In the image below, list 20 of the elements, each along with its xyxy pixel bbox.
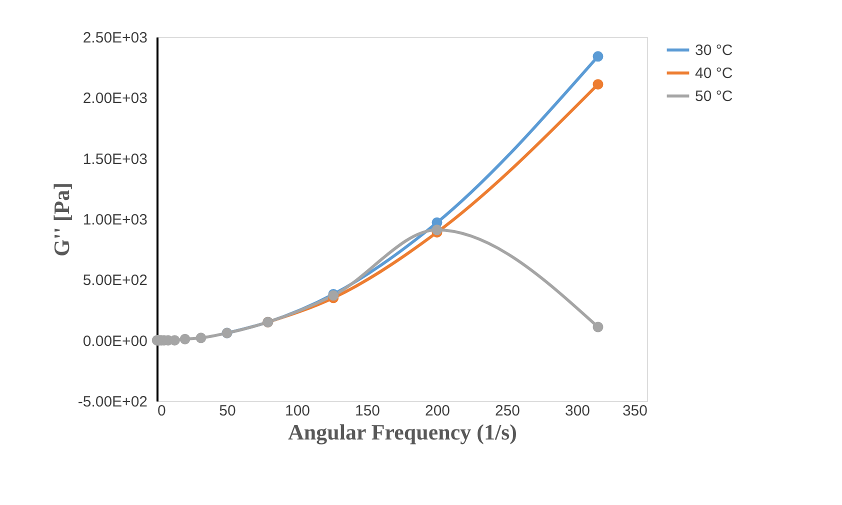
x-tick-label: 150 — [354, 402, 380, 420]
y-tick-label: -5.00E+02 — [78, 394, 148, 410]
x-tick-label: 350 — [622, 402, 648, 420]
y-tick-label: 1.50E+03 — [82, 150, 148, 168]
y-tick-label: 5.00E+02 — [82, 272, 148, 290]
x-tick-label: 200 — [424, 402, 450, 420]
x-axis-title: Angular Frequency (1/s) — [288, 420, 517, 444]
legend-label: 30 °C — [695, 42, 733, 59]
legend-label: 50 °C — [695, 88, 733, 105]
y-tick-label: 2.50E+03 — [82, 30, 148, 46]
y-tick-label: 2.00E+03 — [82, 90, 148, 108]
y-axis-title: G'' [Pa] — [48, 182, 74, 256]
legend-label: 40 °C — [695, 65, 733, 82]
x-tick-label: 100 — [284, 402, 310, 420]
x-tick-label: 250 — [494, 402, 520, 420]
y-tick-label: 1.00E+03 — [82, 212, 148, 228]
y-tick-label: 0.00E+00 — [82, 332, 148, 350]
x-tick-label: 50 — [219, 402, 236, 420]
x-tick-label: 300 — [564, 402, 590, 420]
x-tick-label: 0 — [158, 402, 166, 420]
